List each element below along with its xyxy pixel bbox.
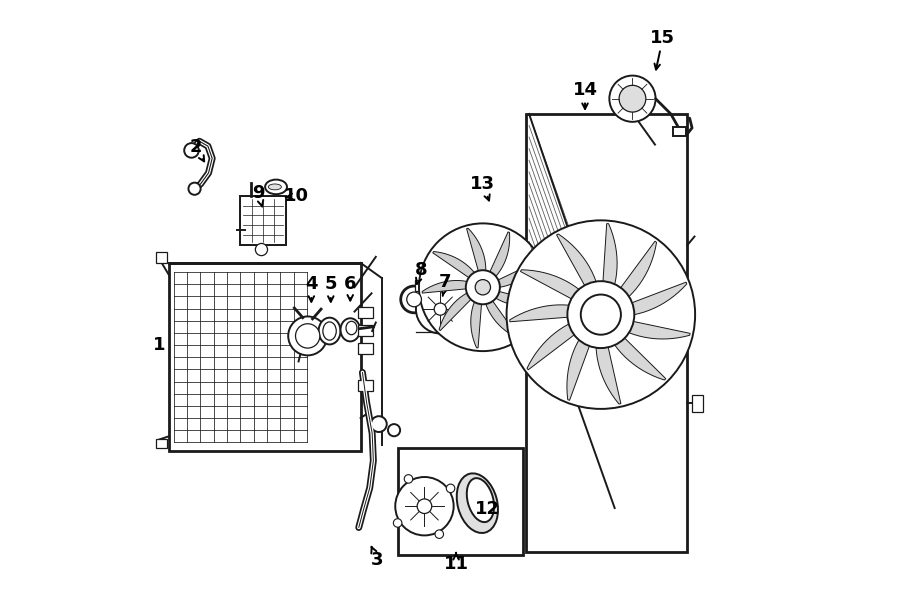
Text: 6: 6 (344, 275, 356, 293)
Polygon shape (596, 347, 621, 404)
Circle shape (567, 281, 634, 348)
Polygon shape (632, 282, 687, 315)
Circle shape (400, 286, 428, 313)
Bar (526, 114, 688, 552)
Ellipse shape (456, 474, 498, 533)
Bar (240, 196, 286, 244)
Text: 11: 11 (444, 555, 469, 573)
Text: 10: 10 (284, 187, 310, 205)
Polygon shape (422, 280, 467, 293)
Ellipse shape (268, 184, 282, 190)
Text: 13: 13 (471, 175, 495, 193)
Circle shape (188, 183, 201, 195)
Circle shape (184, 143, 199, 158)
Bar (357, 379, 373, 390)
Circle shape (407, 292, 421, 307)
Circle shape (475, 280, 491, 295)
Circle shape (404, 475, 413, 483)
Text: 12: 12 (475, 500, 500, 518)
Circle shape (507, 221, 695, 409)
Ellipse shape (340, 318, 360, 342)
Text: 7: 7 (439, 273, 452, 291)
Circle shape (418, 499, 432, 513)
Polygon shape (556, 234, 596, 285)
Circle shape (395, 477, 454, 535)
Ellipse shape (346, 321, 357, 335)
Bar (672, 126, 686, 136)
Text: 5: 5 (325, 275, 337, 293)
Polygon shape (433, 252, 474, 277)
Text: 8: 8 (415, 262, 428, 279)
Circle shape (295, 324, 319, 348)
Bar (357, 307, 373, 318)
Polygon shape (471, 302, 482, 348)
Ellipse shape (323, 322, 337, 340)
Polygon shape (499, 261, 538, 287)
Circle shape (580, 295, 621, 335)
Text: 3: 3 (371, 551, 383, 569)
Text: 2: 2 (190, 138, 202, 156)
Text: 1: 1 (153, 336, 166, 354)
Circle shape (388, 424, 400, 436)
Text: 14: 14 (572, 81, 598, 98)
Circle shape (434, 303, 446, 315)
Circle shape (446, 484, 454, 492)
Bar (415, 280, 466, 291)
Polygon shape (615, 338, 666, 380)
Ellipse shape (467, 478, 494, 522)
Polygon shape (567, 340, 590, 400)
Bar (692, 395, 703, 412)
Bar (399, 448, 523, 555)
Circle shape (466, 270, 500, 304)
Polygon shape (490, 232, 509, 276)
Circle shape (371, 416, 387, 432)
Polygon shape (486, 301, 518, 338)
Text: 15: 15 (651, 29, 675, 47)
Bar (357, 343, 373, 354)
Circle shape (586, 299, 616, 330)
Polygon shape (496, 291, 542, 306)
Ellipse shape (319, 318, 340, 345)
Circle shape (256, 243, 267, 255)
Circle shape (419, 224, 546, 351)
Polygon shape (621, 241, 657, 296)
Text: 4: 4 (305, 275, 318, 293)
Circle shape (288, 316, 327, 356)
Circle shape (393, 519, 402, 527)
Ellipse shape (266, 180, 287, 194)
Polygon shape (603, 224, 617, 284)
Bar (156, 439, 166, 448)
Circle shape (619, 86, 646, 112)
Polygon shape (527, 324, 574, 370)
Bar (357, 325, 373, 336)
Text: 9: 9 (252, 184, 265, 202)
Polygon shape (629, 321, 690, 339)
Circle shape (416, 285, 464, 334)
Polygon shape (439, 293, 471, 331)
Bar (169, 263, 361, 452)
Circle shape (435, 530, 444, 538)
Polygon shape (520, 270, 579, 299)
Polygon shape (466, 229, 486, 271)
Bar (156, 252, 166, 263)
Circle shape (609, 76, 655, 122)
Polygon shape (509, 305, 569, 322)
